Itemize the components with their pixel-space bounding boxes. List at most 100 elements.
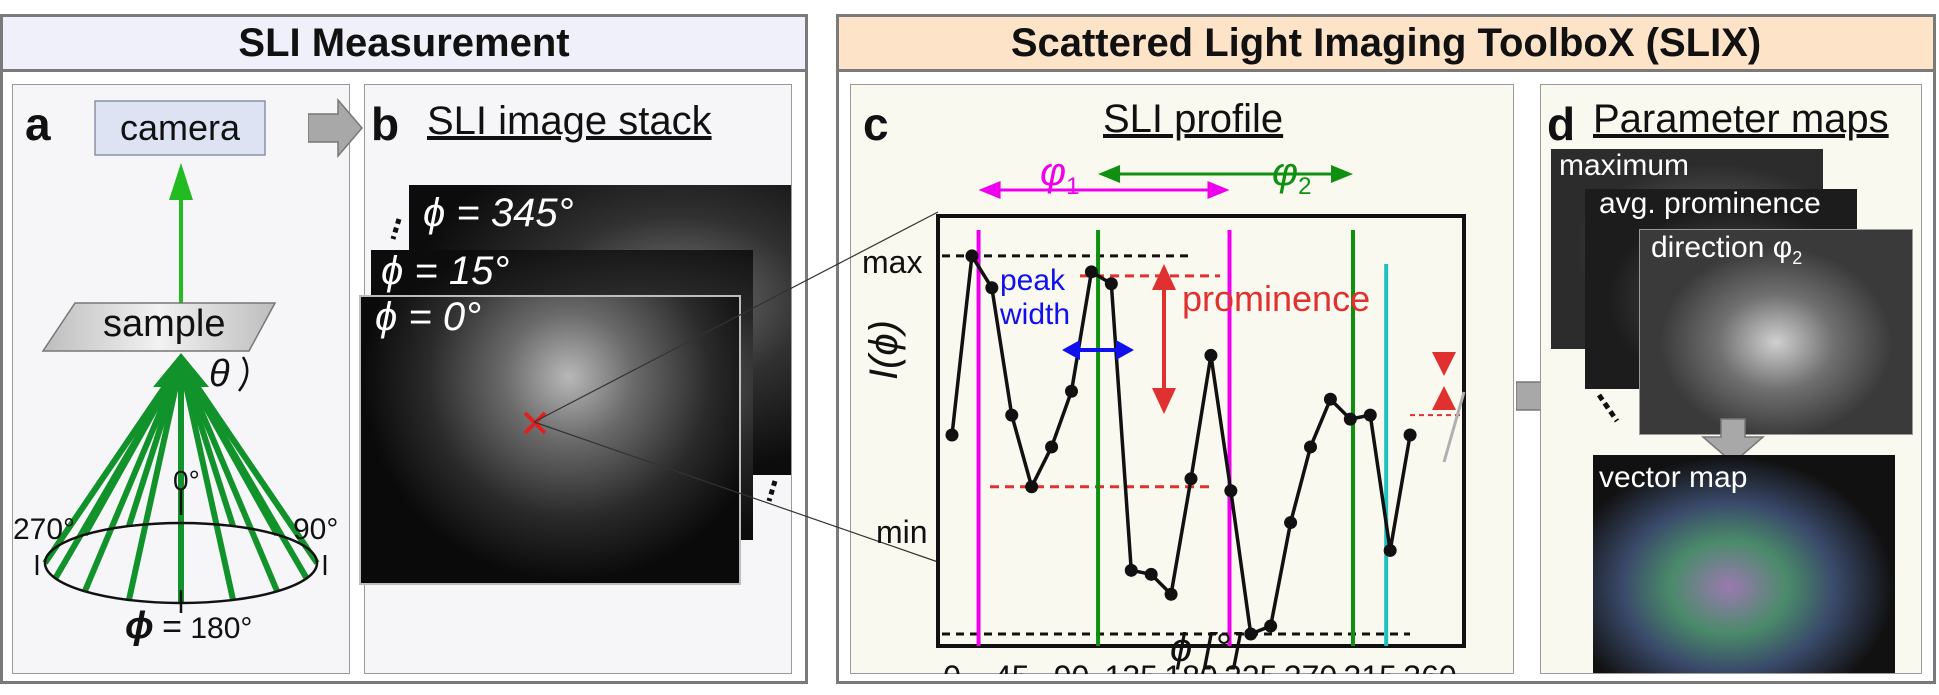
panel-d: d Parameter maps maximum avg. prominence…	[1540, 84, 1922, 674]
x-tick-label: 45	[994, 659, 1030, 674]
min-label: min	[876, 514, 928, 550]
x-axis-label: ϕ [°]	[1170, 626, 1242, 670]
panel-letter-d: d	[1547, 98, 1576, 150]
panel-letter-a: a	[25, 98, 51, 150]
equals-sign: =	[162, 608, 182, 646]
angle-180-value: 180°	[190, 612, 253, 645]
data-point	[1383, 543, 1397, 557]
phi1-symbol: φ	[1040, 150, 1067, 194]
data-point	[1005, 408, 1019, 422]
x-tick-label: 90	[1054, 659, 1090, 674]
y-axis-label: I(ϕ)	[862, 320, 906, 380]
phi2-subscript: 2	[1298, 173, 1312, 200]
prominence-arrow	[1152, 264, 1176, 414]
angle-270-label: 270°	[13, 513, 76, 546]
data-point	[1204, 348, 1218, 362]
panel-c: c SLI profile	[850, 84, 1514, 674]
peak-width-line-1: peak	[1000, 264, 1066, 297]
data-point	[1025, 480, 1039, 494]
data-point	[1244, 627, 1258, 641]
measurement-setup-diagram	[35, 100, 327, 613]
data-point	[1323, 392, 1337, 406]
illumination-ray	[52, 361, 184, 550]
angle-90-label: 90°	[293, 513, 339, 546]
phi1-subscript: 1	[1066, 173, 1080, 200]
x-tick-label: 135	[1105, 659, 1158, 674]
phi2-range-arrow	[1098, 165, 1353, 183]
theta-label: θ	[209, 353, 230, 395]
sli-profile-chart: 0 45 90 135 180 225 270 315 360	[936, 165, 1466, 674]
x-tick-label: 225	[1224, 659, 1277, 674]
illumination-ray	[82, 361, 184, 537]
map-label-maximum: maximum	[1559, 149, 1690, 182]
cone-apex-arrow	[153, 353, 209, 387]
data-point	[1304, 440, 1317, 454]
data-point	[1363, 408, 1377, 422]
small-prominence-marker	[1432, 352, 1456, 410]
x-tick-label: 315	[1344, 659, 1397, 674]
panel-a: a camera sample θ 0° 270° 90° ϕ	[12, 84, 350, 674]
x-tick-label: 270	[1284, 659, 1337, 674]
panel-letter-b: b	[371, 98, 400, 150]
map-label-direction: direction φ2	[1651, 231, 1802, 269]
panel-letter-c: c	[863, 98, 889, 150]
x-tick-label: 0	[943, 659, 961, 674]
illumination-rays	[42, 361, 320, 603]
phi2-label: φ2	[1272, 150, 1311, 201]
data-point	[1045, 440, 1059, 454]
data-point	[1164, 587, 1178, 601]
phi1-label: φ1	[1040, 150, 1079, 201]
data-point	[945, 428, 959, 442]
stack-decorations	[390, 218, 778, 502]
illumination-ray	[178, 362, 236, 601]
data-point	[1403, 428, 1417, 442]
panel-d-title: Parameter maps	[1593, 97, 1889, 141]
angle-0-label: 0°	[173, 465, 200, 496]
map-vector	[1593, 455, 1895, 673]
illumination-ray	[178, 362, 236, 527]
data-point	[965, 249, 979, 263]
sample-label: sample	[103, 303, 226, 345]
illumination-ray	[178, 361, 310, 550]
phi-symbol: ϕ	[125, 605, 154, 647]
peak-width-line-2: width	[1000, 298, 1071, 331]
map-label-avg-prominence: avg. prominence	[1599, 187, 1821, 220]
map-label-direction-sub: 2	[1792, 248, 1803, 268]
x-tick-label: 360	[1403, 659, 1456, 674]
panel-b: b SLI image stack ϕ = 345° ϕ = 15° ϕ = 0…	[359, 84, 792, 674]
camera-label: camera	[119, 107, 241, 148]
panel-c-title: SLI profile	[1103, 97, 1284, 141]
illumination-ray	[178, 361, 280, 593]
pixel-marker	[523, 411, 547, 435]
data-point	[1144, 567, 1158, 581]
illumination-ray	[126, 362, 184, 601]
data-point	[1184, 472, 1198, 486]
peak-width-arrow	[1062, 340, 1134, 360]
section-title-measurement: SLI Measurement	[3, 17, 805, 72]
illumination-ray	[126, 362, 184, 527]
data-point	[1084, 265, 1098, 279]
panel-b-title: SLI image stack	[427, 99, 712, 143]
data-point	[1264, 619, 1278, 633]
phi1-range-arrow	[978, 181, 1230, 199]
x-tick-label: 180	[1164, 659, 1217, 674]
frame-label-0: ϕ = 0°	[375, 295, 482, 339]
map-direction	[1639, 229, 1913, 435]
sample-plane	[41, 302, 277, 352]
angle-180-label: ϕ = 180°	[125, 605, 252, 648]
data-point	[1343, 412, 1357, 426]
map-label-vector: vector map	[1599, 461, 1748, 494]
max-label: max	[862, 244, 923, 280]
data-point	[1224, 484, 1238, 498]
arrow-to-vector-map	[1700, 418, 1766, 464]
section-title-toolbox: Scattered Light Imaging ToolboX (SLIX)	[839, 17, 1933, 72]
peak-width-label: peak width	[1000, 264, 1070, 332]
plot-frame	[936, 214, 1466, 648]
phi2-symbol: φ	[1272, 150, 1299, 194]
camera-box	[94, 100, 266, 156]
data-point	[985, 281, 999, 295]
illumination-ray	[82, 361, 184, 593]
maps-decorations	[1596, 393, 1766, 464]
map-label-direction-text: direction φ	[1651, 231, 1793, 264]
data-point	[1104, 277, 1118, 291]
